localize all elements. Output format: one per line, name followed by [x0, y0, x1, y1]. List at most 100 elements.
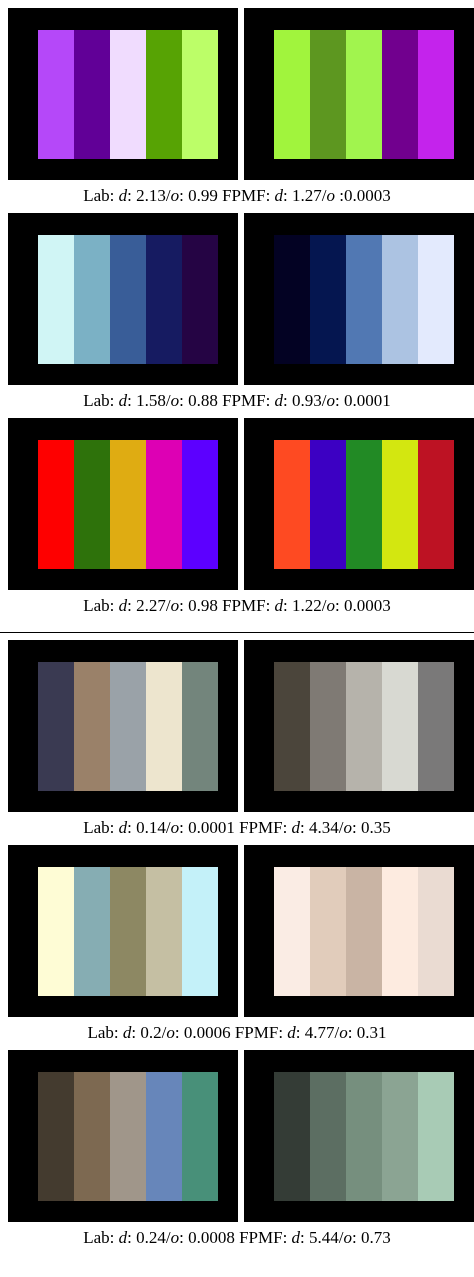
right-palette-panel [244, 1050, 474, 1222]
fpmf-d-symbol: d [291, 1228, 301, 1247]
color-swatch [310, 1072, 346, 1201]
color-swatch [146, 1072, 182, 1201]
color-swatch [146, 235, 182, 364]
fpmf-d-symbol: d [274, 391, 284, 410]
right-palette-panel [244, 8, 474, 180]
fpmf-d-value: 5.44 [309, 1228, 339, 1247]
color-swatch [418, 867, 454, 996]
color-swatch [182, 440, 218, 569]
fpmf-label: FPMF: [239, 818, 288, 837]
fpmf-d-value: 4.77 [304, 1023, 335, 1042]
color-swatch [38, 440, 74, 569]
color-swatch [346, 235, 382, 364]
color-swatch [110, 235, 146, 364]
lab-d-symbol: d [118, 818, 128, 837]
palette-comparison-row: Lab: d: 2.13/o: 0.99 FPMF: d: 1.27/o :0.… [0, 8, 474, 213]
lab-o-value: 0.0006 [183, 1023, 231, 1042]
lab-d-value: 0.2 [140, 1023, 162, 1042]
lab-d-symbol: d [118, 1228, 128, 1247]
color-swatch [146, 30, 182, 159]
lab-label: Lab: [83, 186, 115, 205]
color-swatch [182, 867, 218, 996]
fpmf-label: FPMF: [239, 1228, 288, 1247]
palette-caption: Lab: d: 0.14/o: 0.0001 FPMF: d: 4.34/o: … [83, 818, 391, 837]
color-swatch [382, 662, 418, 791]
color-swatch [382, 867, 418, 996]
color-swatch [382, 235, 418, 364]
color-swatch [418, 440, 454, 569]
color-swatch [38, 867, 74, 996]
color-swatch [110, 30, 146, 159]
fpmf-d-value: 0.93 [292, 391, 322, 410]
color-swatch [274, 1072, 310, 1201]
left-palette-panel [8, 845, 238, 1017]
color-swatch [310, 440, 346, 569]
color-swatch [146, 440, 182, 569]
color-swatch [74, 235, 110, 364]
fpmf-d-value: 1.27 [292, 186, 322, 205]
palette-comparison-row: Lab: d: 0.2/o: 0.0006 FPMF: d: 4.77/o: 0… [0, 845, 474, 1050]
fpmf-d-symbol: d [274, 186, 284, 205]
fpmf-d-symbol: d [274, 596, 284, 615]
color-swatch [310, 235, 346, 364]
left-palette-panel [8, 8, 238, 180]
color-swatch [182, 30, 218, 159]
left-palette-panel [8, 640, 238, 812]
lab-o-symbol: o [166, 1023, 175, 1042]
color-swatch [274, 30, 310, 159]
color-swatch [346, 1072, 382, 1201]
color-swatch [182, 235, 218, 364]
left-palette-panel [8, 1050, 238, 1222]
lab-o-symbol: o [170, 596, 180, 615]
palette-comparison-row: Lab: d: 1.58/o: 0.88 FPMF: d: 0.93/o: 0.… [0, 213, 474, 418]
right-palette-panel [244, 845, 474, 1017]
fpmf-label: FPMF: [234, 1023, 284, 1042]
color-swatch [110, 440, 146, 569]
color-swatch [182, 1072, 218, 1201]
palette-caption: Lab: d: 0.24/o: 0.0008 FPMF: d: 5.44/o: … [83, 1228, 391, 1247]
lab-d-symbol: d [118, 186, 128, 205]
color-swatch [110, 1072, 146, 1201]
color-swatch [274, 440, 310, 569]
fpmf-o-symbol: o [326, 186, 336, 205]
left-palette-panel [8, 418, 238, 590]
color-swatch [382, 30, 418, 159]
lab-label: Lab: [83, 1228, 115, 1247]
color-swatch [74, 662, 110, 791]
fpmf-o-symbol: o [339, 1023, 348, 1042]
fpmf-o-symbol: o [343, 1228, 353, 1247]
lab-label: Lab: [83, 818, 115, 837]
fpmf-o-value: 0.73 [361, 1228, 391, 1247]
fpmf-label: FPMF: [222, 596, 271, 615]
fpmf-o-value: 0.35 [361, 818, 391, 837]
lab-d-value: 0.14 [136, 818, 166, 837]
color-swatch [418, 662, 454, 791]
lab-label: Lab: [83, 596, 115, 615]
right-palette-panel [244, 213, 474, 385]
right-palette-panel [244, 640, 474, 812]
lab-o-value: 0.0008 [188, 1228, 235, 1247]
color-swatch [38, 235, 74, 364]
color-swatch [274, 662, 310, 791]
lab-d-symbol: d [118, 391, 128, 410]
color-swatch [310, 30, 346, 159]
lab-d-symbol: d [122, 1023, 132, 1042]
color-swatch [346, 30, 382, 159]
color-swatch [74, 867, 110, 996]
color-swatch [110, 662, 146, 791]
palette-comparison-row: Lab: d: 0.14/o: 0.0001 FPMF: d: 4.34/o: … [0, 640, 474, 845]
color-swatch [38, 30, 74, 159]
fpmf-d-symbol: d [291, 818, 301, 837]
lab-label: Lab: [83, 391, 115, 410]
palette-caption: Lab: d: 2.13/o: 0.99 FPMF: d: 1.27/o :0.… [83, 186, 391, 205]
color-swatch [310, 662, 346, 791]
color-swatch [110, 867, 146, 996]
group-divider [0, 632, 474, 633]
color-swatch [382, 1072, 418, 1201]
color-swatch [274, 867, 310, 996]
color-swatch [346, 867, 382, 996]
color-swatch [418, 30, 454, 159]
fpmf-d-value: 4.34 [309, 818, 339, 837]
color-swatch [418, 235, 454, 364]
lab-o-symbol: o [170, 391, 180, 410]
